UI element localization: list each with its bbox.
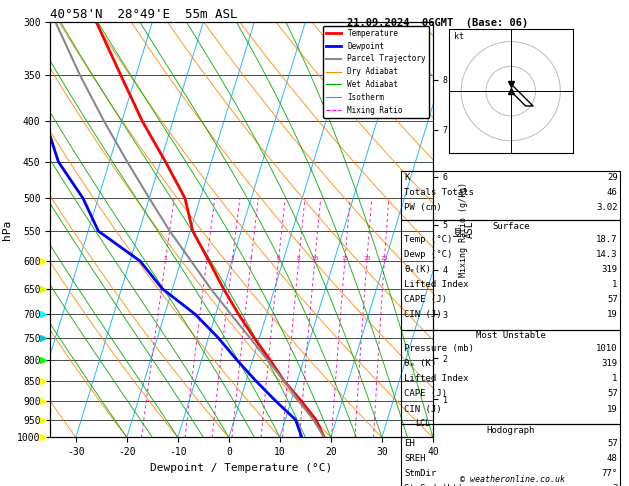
Text: 77°: 77°	[601, 469, 618, 478]
Text: Lifted Index: Lifted Index	[404, 280, 469, 289]
Text: CIN (J): CIN (J)	[404, 310, 442, 319]
Text: 1: 1	[164, 256, 167, 261]
Text: 8: 8	[297, 256, 301, 261]
Text: SREH: SREH	[404, 453, 426, 463]
Text: CAPE (J): CAPE (J)	[404, 295, 447, 304]
Text: 57: 57	[607, 438, 618, 448]
Text: 10: 10	[311, 256, 318, 261]
Text: 14.3: 14.3	[596, 250, 618, 259]
Text: K: K	[404, 173, 410, 182]
Legend: Temperature, Dewpoint, Parcel Trajectory, Dry Adiabat, Wet Adiabat, Isotherm, Mi: Temperature, Dewpoint, Parcel Trajectory…	[323, 26, 429, 118]
Y-axis label: km
ASL: km ASL	[454, 221, 475, 239]
Y-axis label: hPa: hPa	[1, 220, 11, 240]
Text: StmSpd (kt): StmSpd (kt)	[404, 484, 464, 486]
Text: CAPE (J): CAPE (J)	[404, 389, 447, 399]
Text: 29: 29	[607, 173, 618, 182]
Text: StmDir: StmDir	[404, 469, 437, 478]
Text: 57: 57	[607, 389, 618, 399]
Text: kt: kt	[454, 32, 464, 41]
Text: Mixing Ratio (g/kg): Mixing Ratio (g/kg)	[459, 182, 468, 277]
Text: θₑ (K): θₑ (K)	[404, 359, 437, 368]
Text: Temp (°C): Temp (°C)	[404, 235, 453, 244]
Text: 20: 20	[363, 256, 370, 261]
Text: EH: EH	[404, 438, 415, 448]
Text: 1: 1	[612, 374, 618, 383]
Text: 57: 57	[607, 295, 618, 304]
Text: 2: 2	[205, 256, 209, 261]
Text: 15: 15	[341, 256, 348, 261]
Text: LCL: LCL	[415, 419, 430, 428]
Text: Most Unstable: Most Unstable	[476, 331, 546, 341]
Text: Lifted Index: Lifted Index	[404, 374, 469, 383]
Text: 3: 3	[230, 256, 234, 261]
Text: 1010: 1010	[596, 344, 618, 353]
Text: 19: 19	[607, 310, 618, 319]
Text: © weatheronline.co.uk: © weatheronline.co.uk	[460, 474, 565, 484]
Text: Hodograph: Hodograph	[487, 426, 535, 435]
Text: 6: 6	[277, 256, 281, 261]
Text: 319: 319	[601, 359, 618, 368]
Text: 4: 4	[249, 256, 253, 261]
Text: 18.7: 18.7	[596, 235, 618, 244]
Text: Dewp (°C): Dewp (°C)	[404, 250, 453, 259]
Text: 1: 1	[612, 280, 618, 289]
X-axis label: Dewpoint / Temperature (°C): Dewpoint / Temperature (°C)	[150, 463, 333, 473]
Text: 2: 2	[612, 484, 618, 486]
Text: 3.02: 3.02	[596, 203, 618, 212]
Text: 48: 48	[607, 453, 618, 463]
Text: 21.09.2024  06GMT  (Base: 06): 21.09.2024 06GMT (Base: 06)	[347, 18, 528, 29]
Text: θₑ(K): θₑ(K)	[404, 265, 431, 274]
Text: Totals Totals: Totals Totals	[404, 188, 474, 197]
Text: 19: 19	[607, 404, 618, 414]
Text: 25: 25	[381, 256, 388, 261]
Text: Surface: Surface	[492, 222, 530, 231]
Text: PW (cm): PW (cm)	[404, 203, 442, 212]
Text: 319: 319	[601, 265, 618, 274]
Text: CIN (J): CIN (J)	[404, 404, 442, 414]
Text: 40°58'N  28°49'E  55m ASL: 40°58'N 28°49'E 55m ASL	[50, 8, 238, 21]
Text: 46: 46	[607, 188, 618, 197]
Text: Pressure (mb): Pressure (mb)	[404, 344, 474, 353]
